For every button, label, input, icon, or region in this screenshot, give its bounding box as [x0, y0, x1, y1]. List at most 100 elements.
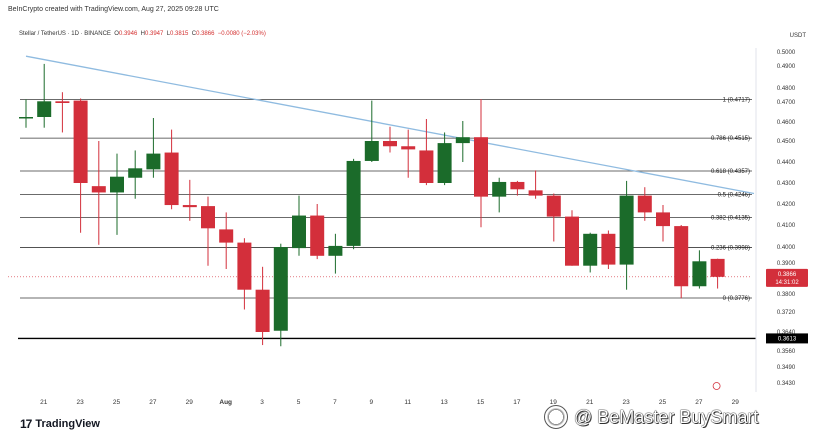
change-value: −0.0080 (−2.03%) [217, 31, 266, 37]
x-tick-label: 9 [369, 399, 373, 406]
y-tick-label: 0.3900 [777, 261, 796, 267]
candle-body-down[interactable] [565, 216, 579, 266]
open-value: 0.3946 [118, 31, 138, 37]
y-tick-label: 0.5000 [777, 50, 796, 56]
candle-body-up[interactable] [583, 233, 598, 266]
x-tick-label: 27 [695, 399, 703, 406]
y-tick-label: 0.3800 [777, 292, 796, 298]
x-tick-label: 19 [550, 399, 558, 406]
candle-body-down[interactable] [91, 186, 106, 193]
symbol-name: Stellar / TetherUS · 1D · BINANCE [19, 31, 111, 37]
x-tick-label: 21 [40, 399, 48, 406]
current-price-tag: 0.3866 14:31:02 [766, 268, 808, 287]
candle-body-up[interactable] [455, 137, 470, 144]
candle-body-up[interactable] [492, 181, 507, 197]
candle-body-down[interactable] [656, 212, 670, 227]
candle-body-down[interactable] [674, 226, 689, 287]
candle-body-down[interactable] [201, 206, 215, 229]
candle-body-down[interactable] [710, 258, 725, 277]
candle-body-up[interactable] [364, 141, 379, 161]
event-marker-icon[interactable] [712, 382, 721, 390]
x-tick-label: 3 [260, 399, 264, 406]
x-tick-label: 15 [477, 399, 485, 406]
countdown-timer: 14:31:02 [775, 280, 799, 286]
x-tick-label: 17 [513, 399, 521, 406]
tradingview-logo[interactable]: 17 TradingView [20, 417, 100, 431]
y-tick-label: 0.3430 [777, 381, 796, 387]
candle-body-down[interactable] [601, 233, 616, 265]
low-value: 0.3815 [170, 31, 189, 37]
candle-body-up[interactable] [292, 215, 306, 249]
candle-body-down[interactable] [510, 181, 525, 190]
close-value: 0.3866 [196, 31, 215, 37]
fib-level-label: 0.618 (0.4357) [711, 169, 750, 175]
x-tick-label: 25 [113, 399, 121, 406]
candle-body-up[interactable] [346, 160, 361, 246]
candle-body-down[interactable] [383, 141, 397, 147]
candle-body-down[interactable] [310, 215, 325, 256]
y-tick-label: 0.4700 [777, 100, 796, 106]
y-tick-label: 0.4400 [777, 160, 796, 166]
candle-body-up[interactable] [128, 168, 143, 178]
candle-body-down[interactable] [255, 289, 270, 332]
candle-body-down[interactable] [637, 195, 652, 213]
y-tick-label: 0.4000 [777, 245, 796, 251]
candle-body-up[interactable] [273, 247, 288, 331]
support-tag-bg [766, 333, 808, 344]
candle-body-up[interactable] [110, 176, 124, 193]
watermark: @ BeMaster BuySmart [544, 405, 758, 429]
watermark-text: @ BeMaster BuySmart [574, 406, 759, 427]
x-tick-label: 29 [732, 399, 740, 406]
y-tick-label: 0.4600 [777, 120, 796, 126]
y-tick-label: 0.3560 [777, 349, 796, 355]
symbol-ohlc-line: Stellar / TetherUS · 1D · BINANCE O0.394… [19, 31, 266, 37]
fib-level-label: 1 (0.4717) [723, 98, 750, 104]
candle-body-down[interactable] [55, 101, 70, 103]
high-value: 0.3947 [144, 31, 164, 37]
candle-body-down[interactable] [419, 150, 434, 183]
x-tick-label: 25 [659, 399, 667, 406]
candle-body-down[interactable] [164, 152, 179, 206]
x-tick-label: 7 [333, 399, 337, 406]
x-tick-label: Aug [219, 399, 232, 406]
y-tick-label: 0.4500 [777, 139, 796, 145]
fib-level-label: 0 (0.3776) [723, 296, 750, 302]
currency-label: USDT [789, 33, 806, 39]
descending-trendline [25, 55, 755, 195]
x-tick-label: 13 [440, 399, 448, 406]
fib-level-label: 0.236 (0.3998) [711, 245, 750, 251]
candle-body-down[interactable] [546, 195, 561, 217]
watermark-logo-icon [544, 405, 568, 429]
candle-body-down[interactable] [182, 205, 197, 208]
x-tick-label: 11 [404, 399, 411, 406]
support-tag-value: 0.3613 [778, 336, 797, 342]
candle-body-up[interactable] [146, 153, 161, 170]
y-tick-label: 0.3490 [777, 365, 796, 371]
tradingview-mark-icon: 17 [20, 417, 32, 431]
support-price-tag: 0.3613 [766, 333, 808, 344]
current-price-value: 0.3866 [778, 272, 797, 278]
candle-body-down[interactable] [401, 146, 416, 150]
candle-body-up[interactable] [328, 245, 343, 256]
candle-body-down[interactable] [73, 100, 88, 183]
y-tick-label: 0.4900 [777, 64, 796, 70]
y-tick-label: 0.4200 [777, 202, 796, 208]
candle-body-up[interactable] [37, 101, 52, 117]
candle-body-up[interactable] [437, 143, 452, 183]
y-tick-label: 0.4100 [777, 223, 796, 229]
candle-body-down[interactable] [474, 137, 488, 197]
current-price-tag-bg [766, 268, 808, 287]
x-tick-label: 27 [149, 399, 157, 406]
created-line: BeInCrypto created with TradingView.com,… [8, 6, 219, 13]
candle-body-up[interactable] [619, 195, 634, 265]
candle-body-up[interactable] [19, 117, 33, 119]
x-tick-label: 5 [297, 399, 301, 406]
candle-body-up[interactable] [692, 261, 707, 287]
y-tick-label: 0.3720 [777, 310, 796, 316]
candle-body-down[interactable] [237, 242, 252, 290]
candle-body-down[interactable] [528, 190, 543, 196]
y-tick-label: 0.4800 [777, 86, 796, 92]
candle-body-down[interactable] [219, 229, 234, 243]
x-tick-label: 23 [76, 399, 84, 406]
